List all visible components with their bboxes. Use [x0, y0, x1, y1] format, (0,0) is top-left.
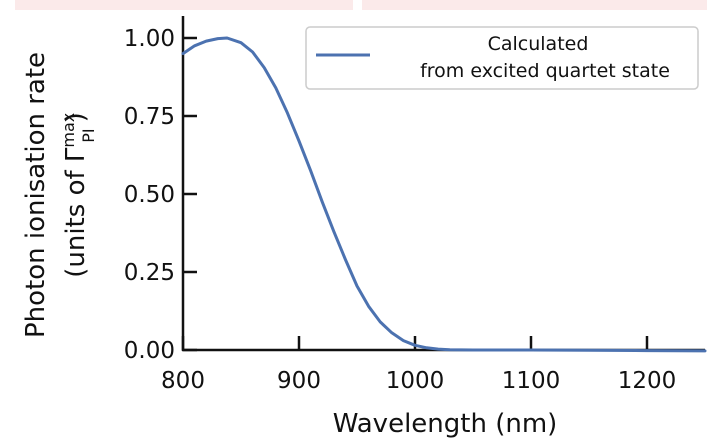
legend-label-line2: from excited quartet state [420, 60, 670, 82]
x-tick-label: 800 [161, 368, 205, 394]
x-tick-label: 1000 [386, 368, 445, 394]
y-axis-title-suffix: ) [61, 112, 91, 122]
y-axis-title-line2: (units of ΓmaxPI) [59, 112, 98, 278]
y-tick-label: 0.00 [124, 338, 175, 364]
plot-area [181, 36, 707, 353]
y-tick-label: 1.00 [124, 26, 175, 52]
x-tick-label: 900 [277, 368, 321, 394]
top-strip-right [362, 0, 707, 10]
x-axis-title: Wavelength (nm) [333, 409, 558, 439]
y-axis-title-line1: Photon ionisation rate [21, 52, 51, 338]
y-tick-label: 0.50 [124, 182, 175, 208]
top-strip-left [15, 0, 353, 10]
x-tick-label: 1100 [502, 368, 561, 394]
series-line [181, 36, 707, 353]
legend: Calculated from excited quartet state [305, 26, 699, 90]
y-tick-label: 0.25 [124, 260, 175, 286]
legend-box [305, 26, 699, 90]
y-axis-title-prefix: (units of Γ [61, 147, 91, 278]
legend-label-line1: Calculated [488, 33, 589, 55]
x-tick-label: 1200 [618, 368, 677, 394]
y-axis-title-sub: PI [79, 128, 98, 142]
axes: 800 900 1000 1100 1200 0.00 0.25 0.50 0.75 1.00 [124, 16, 705, 394]
y-axis-title-sup: max [59, 113, 78, 148]
y-tick-label: 0.75 [124, 104, 175, 130]
